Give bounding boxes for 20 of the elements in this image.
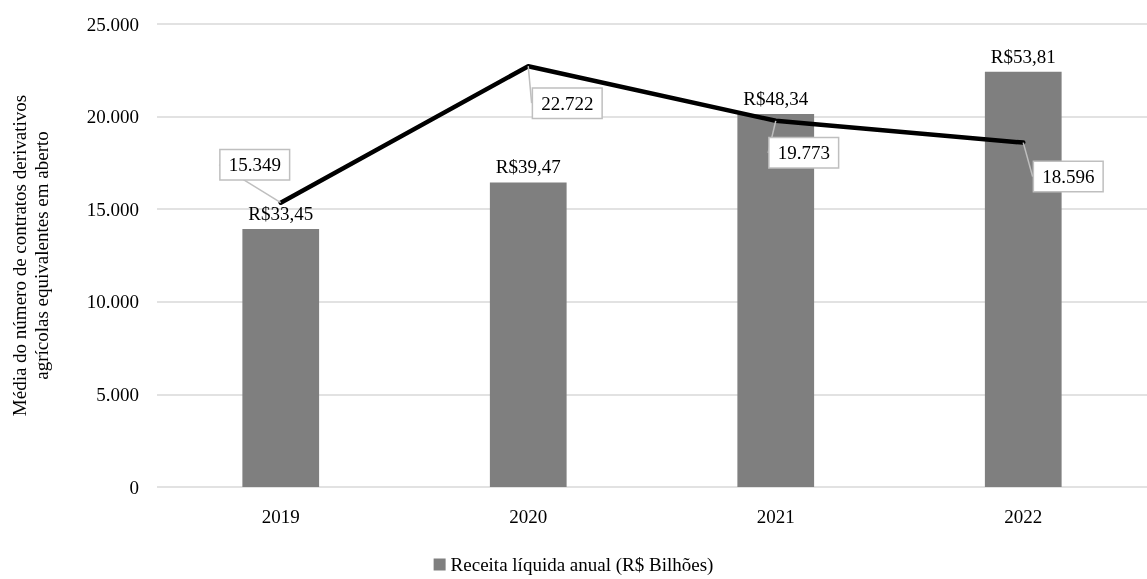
data-label: 15.349 [228, 154, 281, 176]
y-tick-label: 15.000 [86, 198, 139, 220]
data-label: R$39,47 [495, 156, 561, 178]
data-label: 22.722 [541, 92, 594, 114]
data-label: R$53,81 [990, 45, 1056, 67]
y-tick-label: 25.000 [86, 13, 139, 35]
y-tick-label: 20.000 [86, 106, 139, 128]
data-label: 19.773 [777, 142, 830, 164]
x-tick-label: 2020 [509, 506, 548, 527]
legend-label: Receita líquida anual (R$ Bilhões) [450, 554, 714, 576]
data-label: R$48,34 [743, 87, 809, 109]
x-tick-label: 2022 [1004, 506, 1043, 527]
data-label: R$33,45 [248, 202, 314, 224]
x-tick-label: 2019 [261, 506, 300, 527]
y-tick-label: 5.000 [96, 383, 139, 405]
y-tick-label: 10.000 [86, 291, 139, 313]
x-tick-label: 2021 [756, 506, 795, 527]
y-axis-title: Média do número de contratos derivativos agrícolas equivalentes em aberto [8, 94, 52, 417]
data-label: 18.596 [1042, 166, 1095, 188]
y-tick-label: 0 [129, 476, 139, 498]
